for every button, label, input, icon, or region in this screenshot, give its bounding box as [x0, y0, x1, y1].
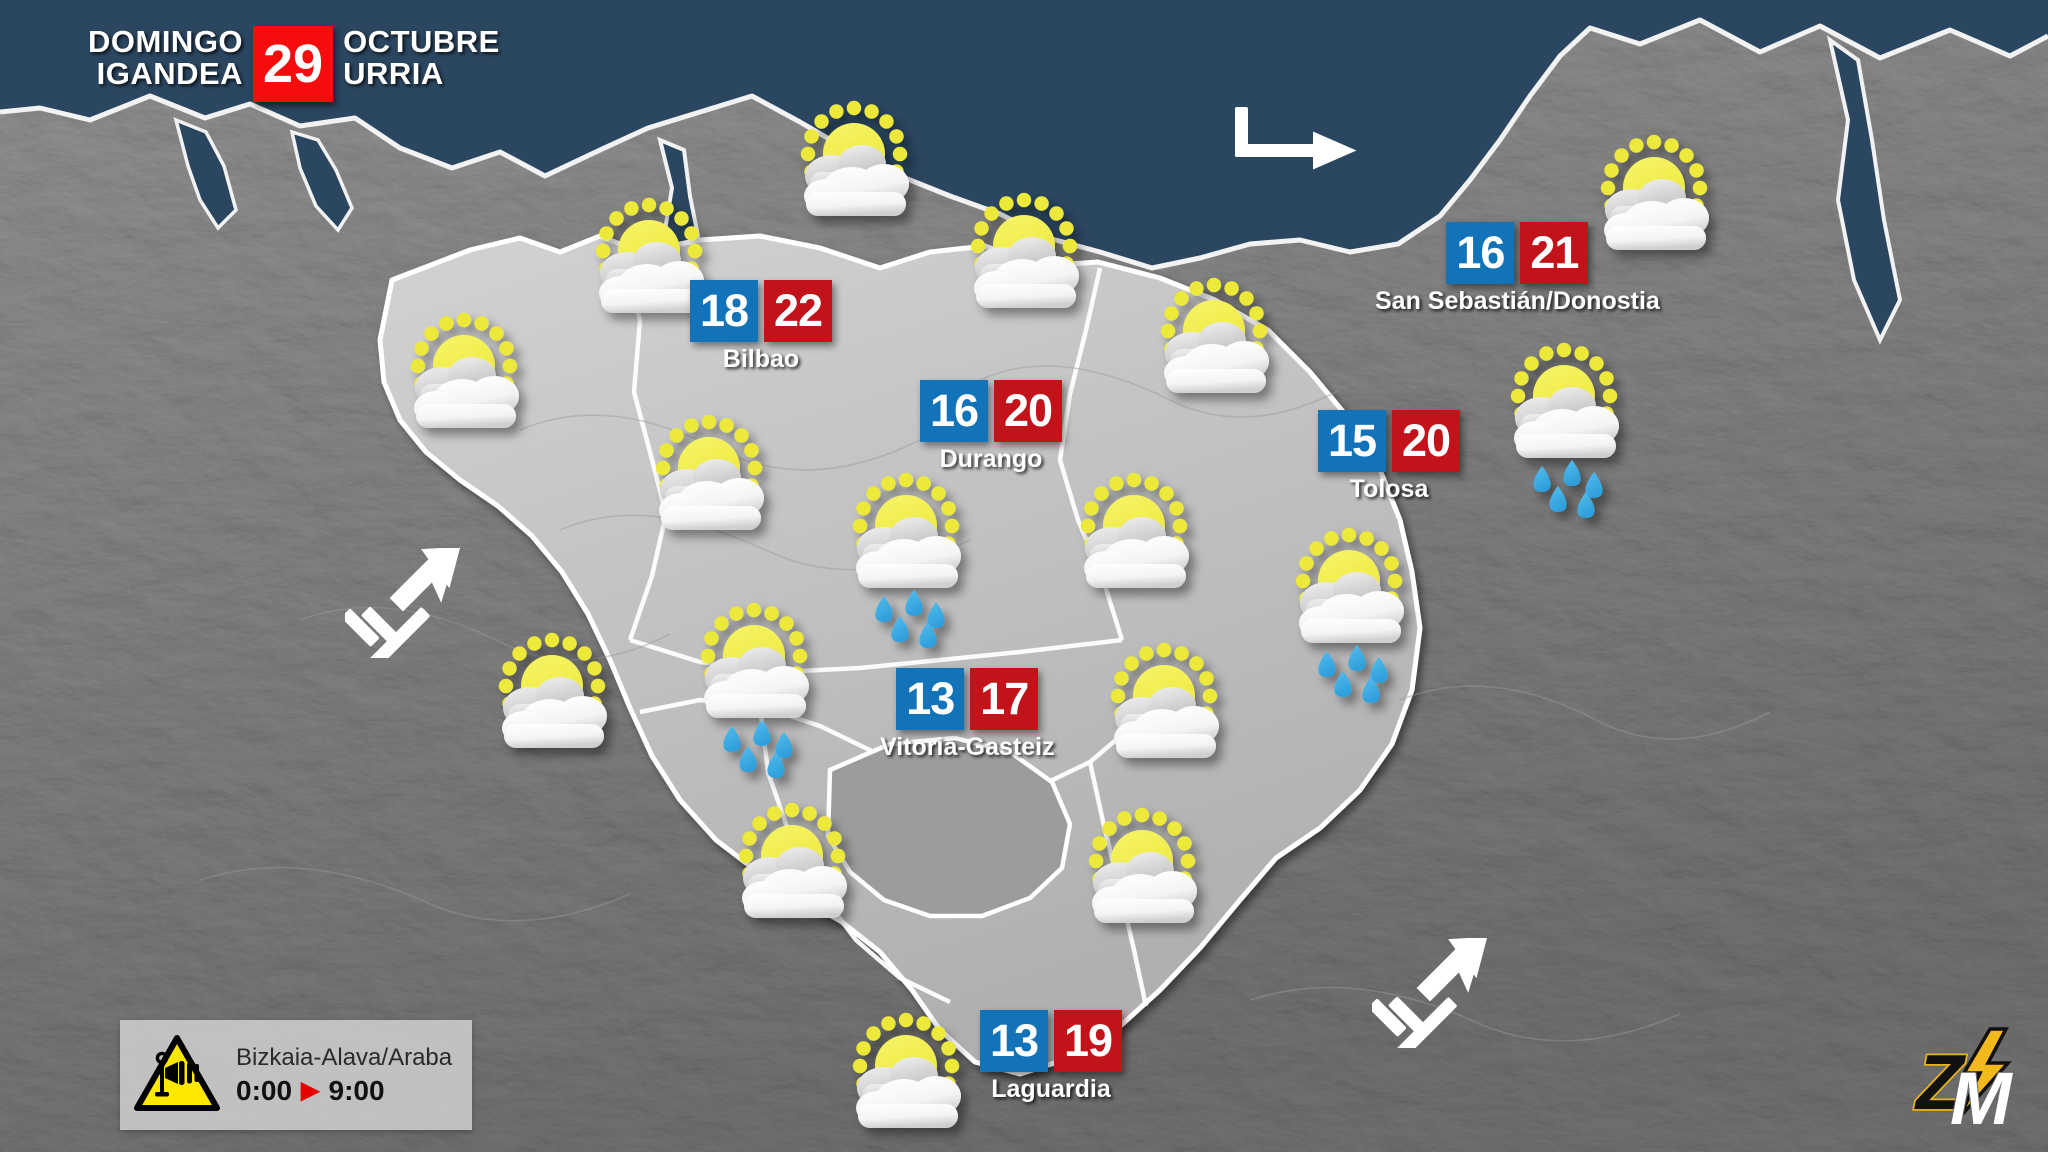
city-name-label: Tolosa	[1349, 475, 1429, 503]
weather-icon-sun-cloud	[1580, 132, 1748, 260]
logo-letter-z: Z	[1914, 1038, 1967, 1126]
temperature-boxes: 16 20	[920, 380, 1062, 442]
arrow-right-icon: ▶	[301, 1077, 320, 1104]
temp-min-box: 15	[1318, 410, 1386, 472]
weather-icon-sun-cloud	[1068, 805, 1236, 933]
weather-icon-sun-cloud	[1060, 470, 1228, 598]
city-temperature-group[interactable]: 16 20 Durango	[920, 380, 1062, 474]
city-name-label: San Sebastián/Donostia	[1375, 287, 1660, 315]
city-name-label: Laguardia	[991, 1075, 1111, 1103]
warning-time-to: 9:00	[328, 1075, 385, 1106]
weather-warning-panel[interactable]: Bizkaia-Alava/Araba 0:00 ▶ 9:00	[120, 1020, 472, 1130]
city-temperature-group[interactable]: 13 17 Vitoria-Gasteiz	[880, 668, 1055, 762]
temperature-boxes: 13 19	[980, 1010, 1122, 1072]
temp-min-box: 13	[896, 668, 965, 730]
wind-warning-icon	[134, 1034, 220, 1117]
weather-icon-sun-cloud-rain	[680, 600, 848, 778]
weekday-spanish: DOMINGO	[88, 24, 244, 59]
temp-max-box: 19	[1054, 1010, 1122, 1072]
temp-min-box: 16	[1446, 222, 1515, 284]
temperature-boxes: 13 17	[896, 668, 1039, 730]
lightning-bolt-icon	[1958, 1027, 2012, 1119]
month-spanish: OCTUBRE	[343, 24, 500, 59]
weather-icon-sun-cloud	[718, 800, 886, 928]
temp-min-box: 13	[980, 1010, 1048, 1072]
month-basque: URRIA	[343, 55, 444, 91]
date-number-badge: 29	[253, 26, 334, 102]
weather-icon-sun-cloud	[635, 412, 803, 540]
weather-icon-sun-cloud	[832, 1010, 1000, 1138]
city-temperature-group[interactable]: 18 22 Bilbao	[690, 280, 832, 374]
temp-max-box: 22	[764, 280, 832, 342]
weather-icon-sun-cloud	[780, 98, 948, 226]
weather-icon-sun-cloud	[950, 190, 1118, 318]
date-month-block: OCTUBRE URRIA	[333, 26, 500, 89]
wind-arrow-icon	[341, 546, 465, 672]
weather-icon-sun-cloud	[575, 195, 743, 323]
warning-area-label: Bizkaia-Alava/Araba	[236, 1044, 453, 1071]
zm-logo: Z M	[1898, 1025, 2024, 1141]
warning-time-from: 0:00	[236, 1075, 293, 1106]
temp-min-box: 18	[690, 280, 758, 342]
weather-icon-sun-cloud	[1090, 640, 1258, 768]
temperature-boxes: 16 21	[1446, 222, 1589, 284]
weather-icon-sun-cloud-rain	[832, 470, 1000, 648]
weekday-basque: IGANDEA	[96, 55, 244, 91]
temp-max-box: 17	[970, 668, 1039, 730]
warning-text-block: Bizkaia-Alava/Araba 0:00 ▶ 9:00	[236, 1043, 452, 1107]
weather-icon-sun-cloud-rain	[1490, 340, 1658, 518]
weather-icon-sun-cloud	[390, 310, 558, 438]
warning-time-range: 0:00 ▶ 9:00	[236, 1075, 452, 1107]
temp-max-box: 20	[1392, 410, 1460, 472]
city-temperature-group[interactable]: 13 19 Laguardia	[980, 1010, 1122, 1104]
wind-arrow-icon	[1368, 936, 1492, 1062]
temperature-boxes: 15 20	[1318, 410, 1460, 472]
date-weekday-block: DOMINGO IGANDEA	[88, 26, 253, 89]
city-name-label: Vitoria-Gasteiz	[880, 733, 1055, 761]
city-temperature-group[interactable]: 15 20 Tolosa	[1318, 410, 1460, 504]
city-temperature-group[interactable]: 16 21 San Sebastián/Donostia	[1375, 222, 1660, 316]
temp-max-box: 20	[994, 380, 1062, 442]
date-header: DOMINGO IGANDEA 29 OCTUBRE URRIA	[88, 26, 500, 102]
logo-letter-m: M	[1950, 1057, 2013, 1129]
weather-icon-sun-cloud	[478, 630, 646, 758]
weather-icon-sun-cloud	[1140, 275, 1308, 403]
temp-max-box: 21	[1520, 222, 1589, 284]
temperature-boxes: 18 22	[690, 280, 832, 342]
city-name-label: Bilbao	[722, 345, 800, 373]
wind-arrow-icon	[1230, 100, 1360, 185]
weather-icon-sun-cloud-rain	[1275, 525, 1443, 703]
temp-min-box: 16	[920, 380, 988, 442]
city-name-label: Durango	[939, 445, 1043, 473]
